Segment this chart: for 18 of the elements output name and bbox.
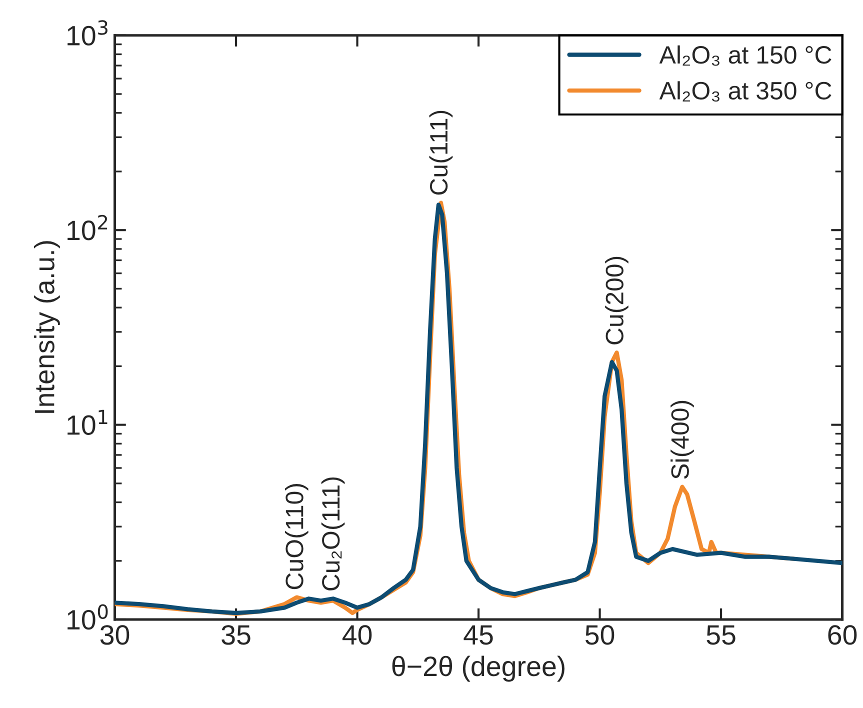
x-tick-label: 40: [342, 625, 372, 645]
x-tick-label: 45: [464, 625, 493, 645]
legend-label: Al₂O₃ at 350 °C: [659, 81, 832, 102]
x-tick-label: 35: [222, 625, 250, 645]
annotation: CuO(110): [285, 484, 308, 590]
y-tick-label: 10$^{1}$: [68, 410, 108, 435]
y-axis-title: Intensity (a.u.): [34, 241, 60, 413]
annotation: Si(400): [670, 400, 694, 479]
legend-label: Al₂O₃ at 150 °C: [659, 45, 832, 66]
x-tick-label: 60: [828, 625, 857, 645]
annotation: Cu(200): [605, 256, 628, 344]
x-tick-label: 50: [585, 625, 614, 645]
y-tick-label: 10$^{3}$: [68, 20, 108, 46]
x-tick-label: 55: [706, 625, 736, 645]
x-axis-title: θ−2θ (degree): [392, 656, 564, 682]
y-tick-label: 10$^{2}$: [68, 214, 108, 240]
annotation: Cu(111): [429, 110, 453, 195]
annotation: Cu₂O(111): [321, 477, 345, 590]
